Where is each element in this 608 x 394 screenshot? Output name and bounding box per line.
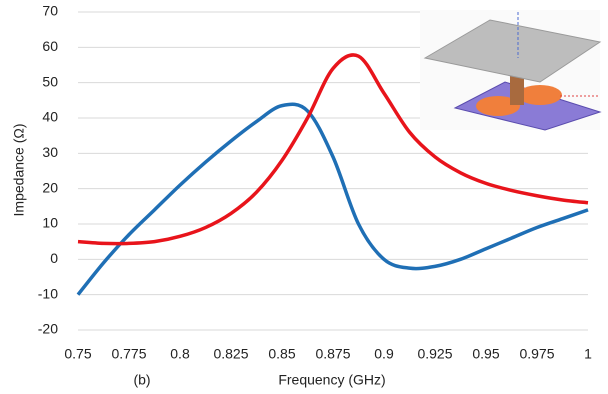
y-tick-label: -20 <box>38 321 58 337</box>
x-tick-label: 0.775 <box>111 346 146 362</box>
y-axis-label: Impedance (Ω) <box>11 124 27 217</box>
x-axis-label: Frequency (GHz) <box>278 372 385 388</box>
x-tick-label: 0.75 <box>64 346 91 362</box>
line-series <box>78 104 588 294</box>
inset-model <box>420 10 600 130</box>
x-tick-label: 0.8 <box>170 346 190 362</box>
y-tick-label: 30 <box>42 144 58 160</box>
x-tick-label: 0.925 <box>417 346 452 362</box>
x-tick-label: 1 <box>584 346 592 362</box>
y-tick-label: 40 <box>42 109 58 125</box>
x-tick-label: 0.975 <box>519 346 554 362</box>
chart: Impedance (Ω) Frequency (GHz) (b) -20 -10… <box>0 0 608 394</box>
y-tick-label: 50 <box>42 73 58 89</box>
x-tick-label: 0.85 <box>268 346 295 362</box>
x-tick-label: 0.95 <box>472 346 499 362</box>
x-tick-label: 0.825 <box>213 346 248 362</box>
y-tick-label: 60 <box>42 38 58 54</box>
annotation: (b) <box>133 372 150 388</box>
x-tick-label: 0.875 <box>315 346 350 362</box>
y-tick-label: 0 <box>50 250 58 266</box>
y-tick-label: -10 <box>38 285 58 301</box>
y-tick-label: 10 <box>42 215 58 231</box>
y-tick-label: 70 <box>42 3 58 19</box>
y-tick-label: 20 <box>42 179 58 195</box>
x-tick-label: 0.9 <box>374 346 394 362</box>
